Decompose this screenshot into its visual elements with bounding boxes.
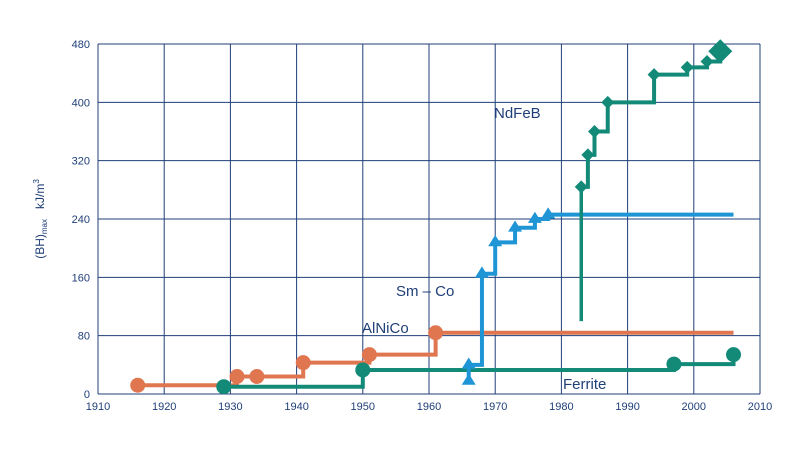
x-tick-label: 1950 — [351, 401, 375, 413]
x-tick-label: 1910 — [86, 401, 110, 413]
data-point-marker — [574, 180, 588, 194]
y-axis-label-part: 3 — [32, 179, 41, 184]
data-point-marker — [708, 39, 733, 64]
data-point-marker — [508, 220, 523, 232]
y-tick-label: 160 — [72, 272, 90, 284]
x-tick-label: 2000 — [682, 401, 706, 413]
grid-lines — [97, 43, 761, 395]
x-tick-label: 1990 — [615, 401, 639, 413]
data-point-marker — [680, 60, 694, 74]
data-point-marker — [581, 148, 595, 162]
series-ferrite — [216, 347, 742, 395]
y-tick-label: 400 — [72, 97, 90, 109]
y-tick-label: 240 — [72, 214, 90, 226]
data-point-marker — [461, 357, 476, 369]
x-tick-label: 1940 — [284, 401, 308, 413]
data-point-marker — [474, 266, 489, 278]
y-axis-label-part: (BH) — [33, 234, 47, 259]
series-labels: AlNiCo Ferrite Sm – Co NdFeB — [362, 105, 606, 393]
data-point-marker — [488, 235, 503, 247]
y-tick-label: 480 — [72, 39, 90, 51]
data-point-marker — [700, 55, 714, 68]
y-tick-label: 0 — [84, 389, 90, 401]
x-tick-label: 2010 — [748, 401, 772, 413]
data-point-marker — [216, 379, 232, 395]
series-label: AlNiCo — [362, 320, 409, 337]
data-point-marker — [647, 68, 661, 82]
tick-labels: 1910 1920 1930 1940 1950 1960 1970 1980 1990 2000… — [72, 39, 773, 413]
series-sm-co — [461, 207, 734, 385]
series-ndfeb — [574, 39, 733, 322]
data-point-marker — [527, 211, 542, 223]
y-axis-label-part: max — [40, 219, 49, 234]
data-point-marker — [355, 362, 371, 378]
y-axis-label: (BH)max kJ/m3 — [32, 179, 49, 259]
x-tick-label: 1980 — [549, 401, 573, 413]
series-lines — [130, 39, 742, 395]
x-tick-label: 1920 — [152, 401, 176, 413]
data-point-marker — [601, 95, 615, 109]
y-axis-label-part: kJ/m — [33, 184, 47, 209]
data-point-marker — [130, 377, 146, 393]
series-alnico — [130, 325, 734, 393]
data-point-marker — [588, 125, 601, 138]
y-axis-label-text: (BH)max kJ/m3 — [32, 179, 49, 259]
x-tick-label: 1960 — [417, 401, 441, 413]
y-tick-label: 80 — [78, 331, 90, 343]
data-point-marker — [541, 207, 556, 219]
series-label: NdFeB — [494, 105, 541, 122]
series-label: Ferrite — [563, 376, 606, 393]
y-tick-label: 320 — [72, 156, 90, 168]
series-label: Sm – Co — [396, 283, 454, 300]
data-point-marker — [726, 347, 742, 363]
data-point-marker — [295, 355, 311, 371]
series-line — [137, 330, 734, 388]
data-point-marker — [229, 369, 245, 384]
x-tick-label: 1930 — [218, 401, 242, 413]
data-point-marker — [428, 325, 444, 341]
data-point-marker — [666, 356, 682, 372]
data-point-marker — [361, 347, 377, 363]
data-point-marker — [249, 369, 265, 384]
x-tick-label: 1970 — [483, 401, 507, 413]
data-point-marker — [461, 373, 476, 385]
